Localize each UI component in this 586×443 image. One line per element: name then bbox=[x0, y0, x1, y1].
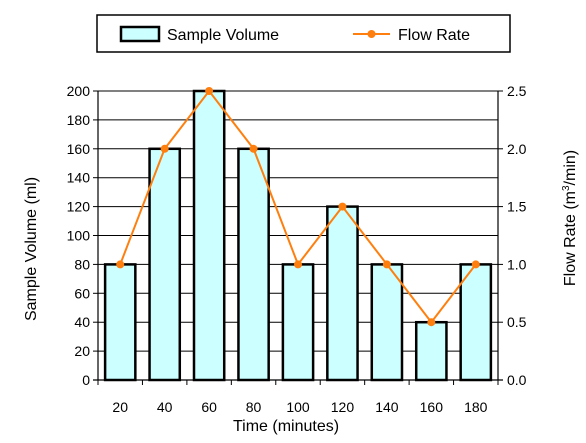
right-tick-label: 1.0 bbox=[507, 256, 527, 272]
left-tick-label: 160 bbox=[67, 141, 91, 157]
left-tick-label: 180 bbox=[67, 112, 91, 128]
left-tick-label: 120 bbox=[67, 199, 91, 215]
x-tick-label: 160 bbox=[420, 399, 444, 415]
bar bbox=[192, 89, 226, 382]
legend-box bbox=[96, 14, 511, 53]
line-series bbox=[116, 87, 480, 327]
x-tick-label: 120 bbox=[331, 399, 355, 415]
flow-rate-point bbox=[160, 144, 169, 153]
legend-swatch-sample-volume bbox=[119, 25, 161, 43]
x-tick-label: 20 bbox=[112, 399, 128, 415]
x-tick-label: 40 bbox=[157, 399, 173, 415]
y-left-axis-title: Sample Volume (ml) bbox=[23, 177, 40, 321]
right-tick-label: 0.0 bbox=[507, 372, 527, 388]
flow-rate-point bbox=[471, 260, 480, 269]
y-right-axis-title-superscript: 3 bbox=[561, 185, 572, 191]
bar bbox=[414, 320, 448, 382]
left-tick-label: 40 bbox=[74, 314, 90, 330]
legend-label-flow-rate: Flow Rate bbox=[398, 27, 470, 44]
right-tick-label: 2.0 bbox=[507, 141, 527, 157]
x-tick-label: 60 bbox=[201, 399, 217, 415]
legend: Sample Volume Flow Rate bbox=[96, 14, 511, 53]
flow-rate-point bbox=[427, 318, 436, 327]
x-tick-label: 140 bbox=[375, 399, 399, 415]
left-axis-ticks: 0 20 40 60 80 100 120 140 160 180 200 bbox=[67, 83, 98, 388]
y-right-axis-title-main: Flow Rate (m bbox=[562, 191, 579, 286]
flow-rate-point bbox=[294, 260, 302, 269]
flow-rate-point bbox=[249, 144, 258, 153]
x-tick-label: 100 bbox=[286, 399, 310, 415]
bar bbox=[148, 147, 182, 382]
right-axis-ticks: 0.0 0.5 1.0 1.5 2.0 2.5 bbox=[498, 83, 527, 388]
left-tick-label: 60 bbox=[74, 285, 90, 301]
bar bbox=[281, 263, 315, 382]
y-right-axis-title-end: /min) bbox=[562, 150, 579, 186]
legend-swatch-flow-rate-marker bbox=[367, 30, 376, 38]
bar bbox=[326, 205, 359, 382]
bar-series bbox=[103, 89, 493, 382]
right-tick-label: 2.5 bbox=[507, 83, 527, 99]
flow-rate-point bbox=[382, 260, 391, 269]
left-tick-label: 100 bbox=[67, 228, 91, 244]
flow-rate-point bbox=[338, 202, 347, 211]
flow-rate-point bbox=[116, 260, 125, 269]
x-axis-title: Time (minutes) bbox=[233, 418, 339, 435]
legend-label-sample-volume: Sample Volume bbox=[167, 27, 279, 44]
right-tick-label: 0.5 bbox=[507, 314, 527, 330]
left-tick-label: 80 bbox=[74, 256, 90, 272]
left-tick-label: 20 bbox=[74, 343, 90, 359]
bar bbox=[237, 147, 270, 382]
y-right-axis-title: Flow Rate (m3/min) bbox=[561, 150, 579, 286]
x-axis-ticks: 20 40 60 80 100 120 140 160 180 bbox=[97, 380, 499, 415]
left-tick-label: 140 bbox=[67, 170, 91, 186]
bar bbox=[459, 263, 493, 382]
left-tick-label: 200 bbox=[67, 83, 91, 99]
bar bbox=[103, 263, 137, 382]
left-tick-label: 0 bbox=[82, 372, 90, 388]
x-tick-label: 80 bbox=[246, 399, 262, 415]
x-tick-label: 180 bbox=[464, 399, 488, 415]
bar bbox=[370, 263, 404, 382]
right-tick-label: 1.5 bbox=[507, 199, 527, 215]
flow-rate-point bbox=[205, 87, 214, 95]
